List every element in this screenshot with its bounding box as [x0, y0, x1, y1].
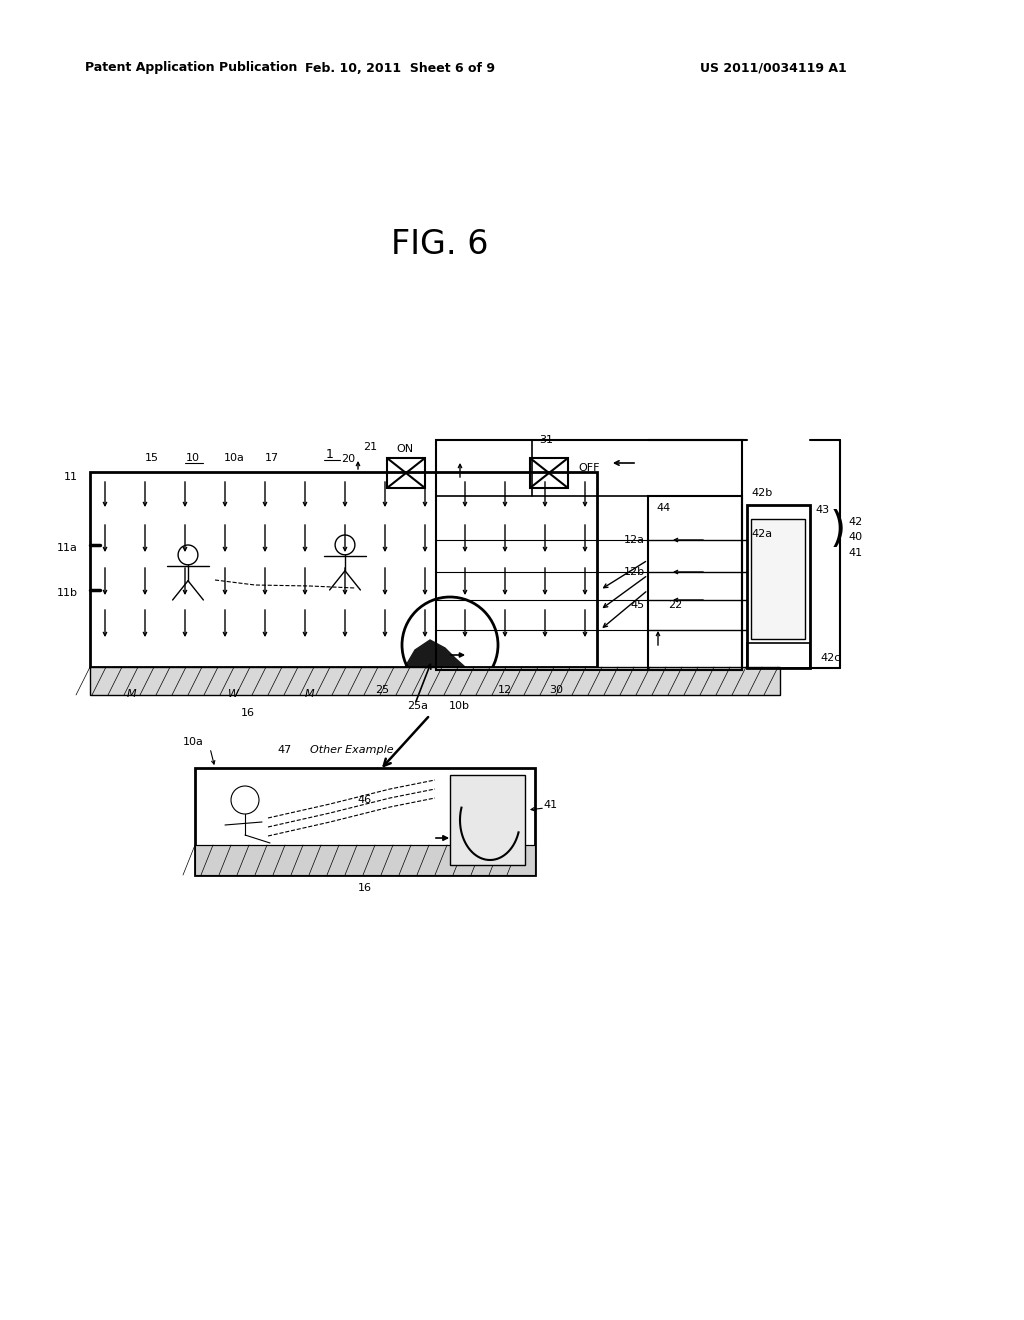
Text: 44: 44 — [656, 503, 671, 513]
Bar — [746, 643, 810, 668]
Text: 10a: 10a — [223, 453, 245, 463]
Bar — [387, 458, 425, 488]
Bar — [746, 506, 810, 668]
Text: 42a: 42a — [752, 529, 772, 539]
Text: Patent Application Publication: Patent Application Publication — [85, 62, 297, 74]
Text: 42: 42 — [848, 517, 862, 527]
Text: ): ) — [830, 510, 846, 550]
Text: 42c: 42c — [820, 653, 841, 663]
Bar — [751, 519, 805, 639]
Bar — [648, 496, 742, 671]
Text: 40: 40 — [848, 532, 862, 543]
Bar — [90, 667, 780, 696]
Text: FIG. 6: FIG. 6 — [391, 228, 488, 261]
Text: 47: 47 — [278, 744, 292, 755]
Text: 11: 11 — [63, 473, 78, 482]
Text: ON: ON — [396, 444, 414, 454]
Text: 43: 43 — [815, 506, 829, 515]
Text: 17: 17 — [265, 453, 280, 463]
Text: 12: 12 — [498, 685, 512, 696]
Text: 15: 15 — [145, 453, 159, 463]
Text: 1: 1 — [326, 449, 334, 462]
Text: 25a: 25a — [408, 701, 428, 711]
Text: Other Example: Other Example — [310, 744, 393, 755]
Text: 16: 16 — [358, 883, 372, 894]
Text: 46: 46 — [358, 795, 372, 805]
Text: 45: 45 — [631, 601, 645, 610]
Text: 25: 25 — [375, 685, 389, 696]
Text: 20: 20 — [341, 454, 355, 465]
Text: 10: 10 — [186, 453, 200, 463]
Text: 42b: 42b — [752, 488, 773, 498]
Text: 10a: 10a — [182, 737, 204, 747]
Bar — [436, 440, 742, 671]
Text: 21: 21 — [362, 442, 377, 451]
Text: 41: 41 — [543, 800, 557, 810]
Text: W: W — [227, 689, 239, 700]
Bar — [530, 458, 568, 488]
Text: 11a: 11a — [57, 543, 78, 553]
Text: M: M — [127, 689, 137, 700]
Text: 31: 31 — [539, 436, 553, 445]
Text: 10b: 10b — [449, 701, 469, 711]
Text: OFF: OFF — [578, 463, 599, 473]
Text: 30: 30 — [549, 685, 563, 696]
Bar — [195, 768, 535, 875]
Bar — [90, 473, 597, 667]
Bar — [195, 845, 535, 875]
Text: US 2011/0034119 A1: US 2011/0034119 A1 — [700, 62, 847, 74]
Bar — [450, 775, 525, 865]
Text: Feb. 10, 2011  Sheet 6 of 9: Feb. 10, 2011 Sheet 6 of 9 — [305, 62, 495, 74]
Text: 12a: 12a — [624, 535, 645, 545]
Text: 11b: 11b — [57, 587, 78, 598]
Text: 22: 22 — [668, 601, 682, 610]
Text: 41: 41 — [848, 548, 862, 558]
Text: 16: 16 — [241, 708, 255, 718]
Text: 12b: 12b — [624, 568, 645, 577]
Text: M: M — [305, 689, 314, 700]
Polygon shape — [406, 640, 465, 667]
